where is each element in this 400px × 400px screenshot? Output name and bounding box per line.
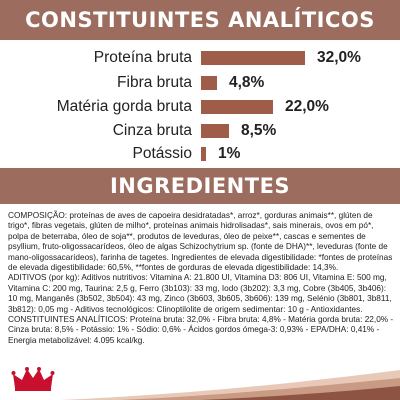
analysis-row: Potássio 1% (0, 144, 400, 164)
crown-icon (11, 367, 55, 391)
ingredients-text: COMPOSIÇÃO: proteínas de aves de capoeir… (8, 211, 394, 346)
analysis-row: Proteína bruta 32,0% (0, 48, 400, 68)
analysis-bar (201, 124, 229, 138)
additives-paragraph: ADITIVOS (por kg): Aditivos nutritivos: … (8, 273, 392, 314)
analysis-row-value: 8,5% (241, 122, 277, 139)
analysis-bar (201, 76, 217, 90)
analysis-bar (201, 100, 273, 114)
analysis-row-label: Cinza bruta (112, 122, 192, 139)
composition-paragraph: COMPOSIÇÃO: proteínas de aves de capoeir… (8, 211, 393, 273)
analysis-bar (201, 51, 305, 65)
analysis-bar (201, 147, 206, 161)
ingredients-title: INGREDIENTES (0, 168, 400, 204)
analysis-row-label: Fibra bruta (117, 74, 192, 91)
analysis-row: Cinza bruta 8,5% (0, 121, 400, 141)
decorative-ribbon (60, 370, 400, 400)
analysis-row-label: Matéria gorda bruta (56, 98, 192, 115)
analysis-chart: Proteína bruta 32,0% Fibra bruta 4,8% Matéri… (0, 44, 400, 164)
analysis-row: Matéria gorda bruta 22,0% (0, 97, 400, 117)
analytical-paragraph: CONSTITUINTES ANALÍTICOS: Proteína bruta… (8, 315, 394, 345)
analysis-row-label: Proteína bruta (93, 49, 192, 66)
analysis-row-value: 32,0% (317, 49, 361, 66)
analysis-row-value: 1% (218, 145, 241, 162)
analysis-row-value: 22,0% (285, 98, 329, 115)
analysis-row-value: 4,8% (229, 74, 265, 91)
analysis-row: Fibra bruta 4,8% (0, 73, 400, 93)
analysis-row-label: Potássio (132, 145, 192, 162)
analysis-title: CONSTITUINTES ANALÍTICOS (0, 0, 400, 40)
